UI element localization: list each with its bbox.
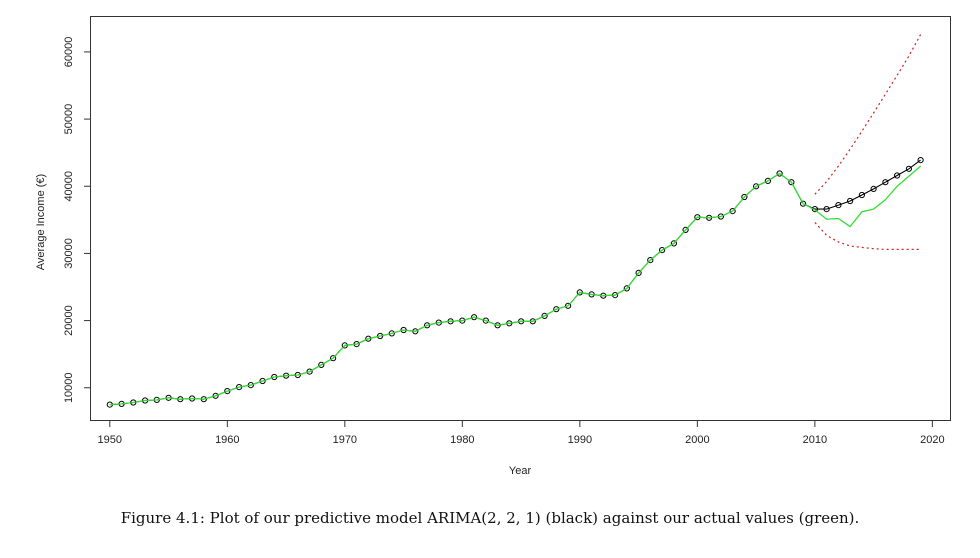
y-axis-title: Average Income (€) (35, 174, 47, 270)
data-point (741, 193, 748, 201)
y-tick-label: 40000 (63, 171, 75, 202)
x-tick-label: 2000 (685, 434, 709, 446)
x-tick-label: 1960 (215, 434, 239, 446)
series-line (109, 165, 921, 406)
data-point (388, 330, 395, 337)
data-point (682, 226, 689, 233)
data-point (553, 306, 560, 313)
y-tick-label: 50000 (63, 104, 75, 135)
data-point (917, 157, 924, 164)
data-point (882, 179, 889, 186)
data-point (365, 335, 372, 342)
data-point (330, 355, 337, 362)
x-axis-title: Year (509, 465, 532, 477)
x-axis: 1950 1960 1970 1980 1990 2000 2010 2020 (98, 421, 945, 446)
data-point (659, 247, 666, 254)
data-point (894, 172, 901, 179)
x-tick-label: 2010 (803, 434, 827, 446)
data-point (482, 317, 489, 324)
x-tick-label: 2020 (920, 434, 944, 446)
data-point (753, 183, 760, 190)
chart: 1950 1960 1970 1980 1990 2000 2010 2020 10000 20… (35, 16, 951, 477)
data-point (811, 206, 819, 213)
data-point (776, 170, 783, 177)
data-point (541, 312, 548, 319)
data-point (471, 314, 478, 321)
series-layer (106, 34, 924, 408)
data-point (764, 177, 772, 184)
plot-frame (90, 16, 951, 421)
x-tick-label: 1950 (98, 434, 122, 446)
series-line (109, 165, 921, 406)
data-point (224, 388, 231, 395)
data-point (835, 202, 842, 209)
y-tick-label: 60000 (63, 37, 75, 68)
y-tick-label: 30000 (63, 238, 75, 269)
y-axis: 10000 20000 30000 40000 50000 60000 (63, 37, 90, 403)
data-point (729, 208, 736, 215)
figure-caption: Figure 4.1: Plot of our predictive model… (120, 509, 860, 527)
data-point (318, 361, 325, 368)
data-point (306, 368, 313, 375)
data-point (788, 179, 795, 186)
data-point (424, 322, 431, 329)
data-point (565, 302, 572, 309)
data-point (800, 200, 807, 207)
data-point (870, 185, 877, 192)
series-line (814, 222, 921, 250)
data-point (670, 240, 678, 247)
data-point (905, 165, 913, 172)
data-point (647, 257, 654, 264)
y-tick-label: 10000 (63, 372, 75, 403)
data-point (623, 285, 630, 292)
data-point (377, 332, 384, 340)
series-line (814, 34, 922, 195)
data-point (635, 269, 642, 276)
y-tick-label: 20000 (63, 305, 75, 336)
x-tick-label: 1980 (450, 434, 474, 446)
data-point (858, 191, 866, 199)
x-tick-label: 1990 (568, 434, 592, 446)
data-point (259, 377, 266, 385)
data-point (212, 392, 219, 399)
data-point (823, 206, 830, 213)
data-point (847, 197, 854, 205)
x-tick-label: 1970 (333, 434, 357, 446)
